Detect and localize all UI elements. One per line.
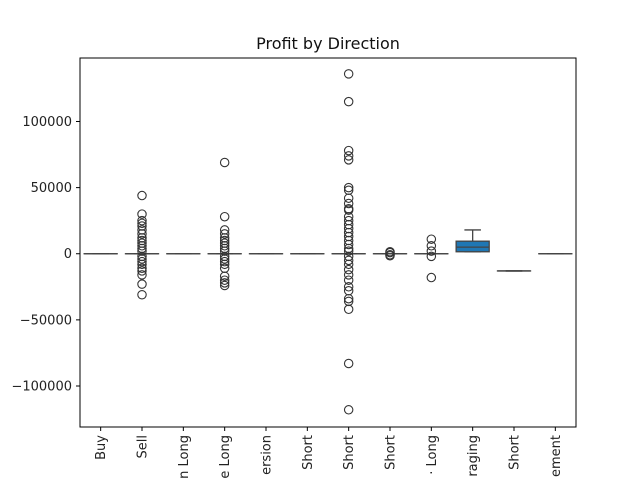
outlier-point bbox=[137, 270, 147, 280]
box-group bbox=[331, 69, 366, 415]
outlier-point bbox=[343, 264, 354, 275]
chart-title: Profit by Direction bbox=[256, 34, 400, 53]
outlier-point bbox=[426, 234, 437, 244]
outlier-point bbox=[137, 289, 147, 300]
outlier-point bbox=[343, 239, 354, 250]
outlier-point bbox=[219, 259, 230, 270]
x-tick-label: Short bbox=[508, 435, 523, 470]
outlier-point bbox=[426, 241, 437, 251]
outlier-point bbox=[426, 272, 437, 283]
x-axis: Buy Sell n Long e Long ersion Short Short Short… bbox=[94, 427, 564, 479]
outlier-point bbox=[219, 229, 230, 239]
outlier-point bbox=[219, 254, 230, 264]
outlier-point bbox=[219, 241, 230, 251]
y-tick-label: 100000 bbox=[22, 115, 72, 130]
box-group bbox=[372, 247, 408, 261]
outlier-point bbox=[137, 190, 147, 201]
outlier-point bbox=[343, 255, 354, 266]
x-tick-label: Sell bbox=[136, 435, 151, 458]
outlier-point bbox=[343, 282, 354, 292]
y-tick-label: 50000 bbox=[31, 181, 72, 196]
outlier-point bbox=[137, 229, 147, 239]
outlier-point bbox=[137, 279, 147, 289]
x-tick-label: Short bbox=[301, 435, 316, 470]
outlier-point bbox=[219, 271, 230, 281]
outlier-point bbox=[137, 218, 147, 229]
y-axis: −100000 −50000 0 50000 100000 bbox=[11, 115, 80, 395]
boxes-layer bbox=[83, 69, 573, 415]
box bbox=[455, 240, 490, 253]
outlier-point bbox=[343, 182, 354, 193]
x-tick-label: Buy bbox=[94, 435, 109, 460]
outlier-point bbox=[426, 246, 437, 256]
plot-frame bbox=[79, 57, 577, 428]
outlier-point bbox=[137, 254, 147, 264]
y-tick-label: 0 bbox=[64, 247, 72, 262]
outlier-point bbox=[343, 145, 354, 156]
outlier-point bbox=[137, 266, 147, 276]
box-group bbox=[207, 157, 242, 291]
box-group bbox=[455, 229, 490, 253]
outlier-point bbox=[343, 151, 354, 161]
x-tick-label: Short bbox=[342, 435, 357, 470]
y-tick-label: −100000 bbox=[11, 380, 72, 395]
outlier-point bbox=[343, 205, 354, 215]
outlier-point bbox=[343, 275, 354, 285]
outlier-point bbox=[343, 96, 354, 107]
outlier-point bbox=[426, 251, 437, 262]
x-tick-label: ement bbox=[549, 435, 564, 477]
box-group bbox=[414, 234, 449, 283]
outlier-point bbox=[137, 259, 147, 270]
outlier-point bbox=[137, 209, 147, 219]
outlier-point bbox=[343, 155, 354, 165]
x-tick-label: Short bbox=[384, 435, 399, 470]
outlier-point bbox=[219, 211, 230, 222]
x-tick-label: e Long bbox=[218, 435, 233, 479]
outlier-point bbox=[343, 270, 354, 280]
outlier-point bbox=[343, 358, 354, 369]
outlier-point bbox=[137, 241, 147, 251]
outlier-point bbox=[343, 193, 354, 203]
outlier-point bbox=[385, 250, 395, 261]
outlier-point bbox=[137, 215, 147, 226]
outlier-point bbox=[219, 280, 230, 291]
y-tick-label: −50000 bbox=[20, 313, 72, 328]
outlier-point bbox=[343, 198, 354, 209]
outlier-point bbox=[343, 293, 354, 304]
x-tick-label: n Long bbox=[177, 435, 192, 479]
outlier-point bbox=[343, 259, 354, 270]
outlier-point bbox=[343, 405, 354, 415]
outlier-point bbox=[343, 304, 354, 315]
outlier-point bbox=[219, 275, 230, 285]
x-tick-label: ersion bbox=[260, 435, 275, 475]
outlier-point bbox=[343, 69, 354, 79]
outlier-point bbox=[219, 157, 230, 168]
box-group bbox=[124, 190, 160, 300]
outlier-point bbox=[219, 278, 230, 288]
outlier-point bbox=[343, 246, 354, 256]
outlier-point bbox=[219, 256, 230, 267]
x-tick-label: raging bbox=[466, 435, 481, 477]
x-tick-label: · Long bbox=[425, 435, 440, 475]
outlier-point bbox=[137, 256, 147, 267]
outlier-point bbox=[137, 263, 147, 274]
